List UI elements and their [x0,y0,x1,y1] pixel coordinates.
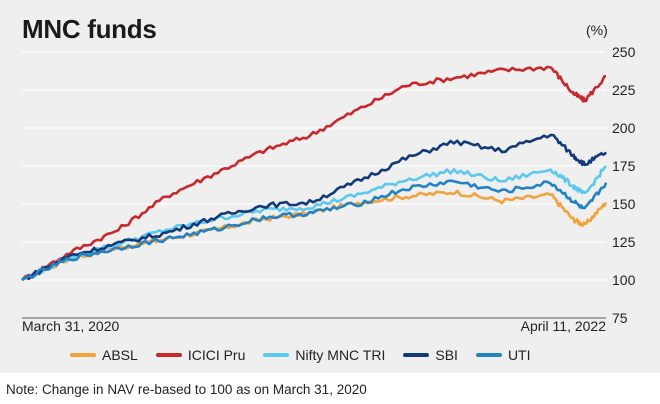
line-chart: 75 100 125 150 175 200 225 250 March 31, 2020 A… [21,44,636,334]
x-end-label: April 11, 2022 [521,318,607,334]
x-start-label: March 31, 2020 [22,318,119,334]
y-tick-label-125: 125 [612,234,636,250]
chart-card: MNC funds (%) 75 100 125 150 175 200 225 250 Ma… [0,0,660,373]
legend-swatch-nifty-mnc-tri [263,353,290,357]
legend-item-uti: UTI [475,347,531,363]
series-line-icici-pru [21,65,606,281]
legend-swatch-icici-pru [155,353,182,357]
legend-item-sbi: SBI [403,347,458,363]
y-tick-label-250: 250 [612,44,636,60]
x-axis: March 31, 2020 April 11, 2022 [22,317,607,334]
y-tick-label-150: 150 [612,196,636,212]
legend-item-icici-pru: ICICI Pru [155,347,246,363]
legend-label-uti: UTI [507,347,531,363]
legend-label-nifty-mnc-tri: Nifty MNC TRI [295,347,386,363]
y-tick-label-175: 175 [612,158,636,174]
y-axis-unit-label: (%) [586,22,608,38]
chart-note: Note: Change in NAV re-based to 100 as o… [6,382,367,397]
legend-label-icici-pru: ICICI Pru [187,347,246,363]
legend: ABSL ICICI Pru Nifty MNC TRI SBI UTI [70,343,590,367]
legend-label-absl: ABSL [102,347,138,363]
series-line-sbi [21,133,607,282]
chart-title: MNC funds [22,14,157,44]
series-lines [21,65,608,282]
legend-label-sbi: SBI [435,347,458,363]
legend-item-absl: ABSL [70,347,138,363]
series-line-uti [21,179,608,282]
y-tick-label-225: 225 [612,82,636,98]
legend-swatch-sbi [403,353,430,357]
legend-swatch-uti [475,353,502,357]
legend-swatch-absl [70,353,96,357]
gridlines [22,51,606,319]
legend-item-nifty-mnc-tri: Nifty MNC TRI [263,347,385,363]
y-tick-label-200: 200 [612,120,636,136]
y-tick-labels: 75 100 125 150 175 200 225 250 [612,44,636,326]
y-tick-label-100: 100 [612,272,636,288]
series-line-nifty-mnc-tri [21,165,607,282]
y-tick-label-75: 75 [612,310,628,326]
